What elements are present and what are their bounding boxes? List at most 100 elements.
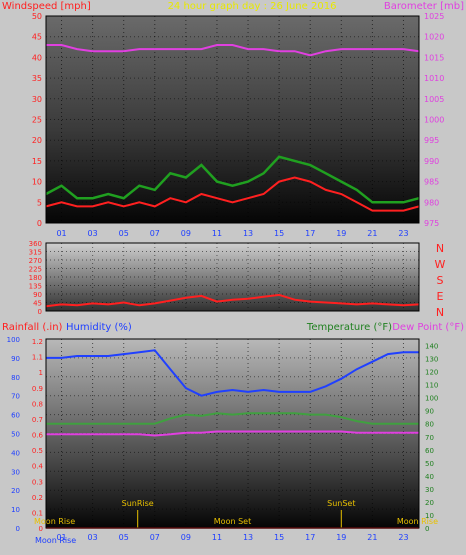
y-tick-label-temperature: 100 — [425, 395, 438, 403]
plot-area-direction — [46, 243, 419, 311]
y-tick-label-windspeed: 50 — [32, 12, 42, 21]
x-tick-label: 03 — [88, 229, 98, 238]
y-tick-label-barometer: 975 — [424, 219, 439, 228]
x-tick-label: 21 — [367, 229, 377, 238]
annotation-label: Moon Rise — [397, 517, 438, 526]
y-tick-label-temperature: 80 — [425, 421, 434, 429]
x-tick-label: 15 — [274, 229, 284, 238]
series-humidity-line — [46, 349, 419, 397]
x-tick-label: 01 — [56, 533, 66, 542]
y-tick-label-windspeed: 15 — [32, 157, 42, 166]
compass-letter: E — [437, 290, 444, 303]
y-tick-label-rainfall: 0.9 — [32, 385, 43, 393]
ylabel-temperature: Temperature (°F) — [306, 322, 392, 333]
x-tick-label: 13 — [243, 229, 253, 238]
y-tick-label-rainfall: 1.1 — [32, 354, 43, 362]
y-tick-label-temperature: 20 — [425, 499, 434, 507]
y-tick-label-rainfall: 0.6 — [32, 432, 44, 440]
y-tick-label-temperature: 40 — [425, 473, 434, 481]
y-tick-label-humidity: 40 — [11, 449, 20, 457]
annotation-label: Moon Set — [214, 517, 251, 526]
bottom-moon-rise-label: Moon Rise — [35, 536, 76, 545]
y-tick-label-rainfall: 1 — [39, 369, 43, 377]
series-gust-line — [45, 155, 420, 204]
series-wind-direction-line — [45, 293, 420, 308]
y-tick-label-humidity: 50 — [11, 431, 20, 439]
y-tick-label-direction: 135 — [29, 283, 42, 291]
y-tick-label-temperature: 70 — [425, 434, 434, 442]
compass-letter: N — [436, 242, 444, 255]
series-barometer-line — [46, 44, 420, 57]
y-tick-label-windspeed: 5 — [37, 198, 42, 207]
x-tick-label: 07 — [150, 229, 160, 238]
y-tick-label-barometer: 1010 — [424, 74, 444, 83]
y-tick-label-windspeed: 35 — [32, 74, 42, 83]
y-tick-label-temperature: 110 — [425, 382, 438, 390]
y-tick-label-humidity: 80 — [11, 374, 20, 382]
y-tick-label-barometer: 1025 — [424, 12, 444, 21]
series-temperature-line — [46, 412, 419, 425]
x-tick-label: 17 — [305, 229, 315, 238]
y-tick-label-humidity: 30 — [11, 468, 20, 476]
ylabel-windspeed: Windspeed [mph] — [2, 1, 91, 12]
annotation-label: Moon Rise — [34, 517, 75, 526]
y-tick-label-direction: 315 — [29, 249, 42, 257]
y-tick-label-barometer: 980 — [424, 198, 439, 207]
compass-letter: S — [437, 274, 444, 287]
x-tick-label: 07 — [150, 533, 160, 542]
compass-letter: N — [436, 306, 444, 319]
y-tick-label-rainfall: 0.7 — [32, 416, 43, 424]
y-tick-label-direction: 225 — [29, 266, 42, 274]
y-tick-label-humidity: 20 — [11, 487, 20, 495]
x-tick-label: 19 — [336, 229, 346, 238]
y-tick-label-barometer: 995 — [424, 136, 439, 145]
y-tick-label-windspeed: 25 — [32, 116, 42, 125]
y-tick-label-temperature: 130 — [425, 356, 438, 364]
y-tick-label-direction: 0 — [38, 308, 42, 316]
y-tick-label-temperature: 60 — [425, 447, 434, 455]
y-tick-label-temperature: 0 — [425, 525, 429, 533]
annotation-label: SunSet — [327, 499, 355, 508]
y-tick-label-direction: 270 — [29, 257, 42, 265]
y-tick-label-humidity: 90 — [11, 355, 20, 363]
y-tick-label-direction: 90 — [33, 291, 42, 299]
ylabel-rainfall: Rainfall (.in) — [2, 322, 63, 333]
frame-temp-humidity — [45, 338, 420, 529]
x-tick-label: 13 — [243, 533, 253, 542]
y-tick-label-windspeed: 30 — [32, 95, 42, 104]
y-tick-label-temperature: 90 — [425, 408, 434, 416]
y-tick-label-rainfall: 0.5 — [32, 447, 43, 455]
y-tick-label-rainfall: 0.2 — [32, 494, 43, 502]
y-tick-label-barometer: 1020 — [424, 33, 444, 42]
y-tick-label-temperature: 50 — [425, 460, 434, 468]
x-tick-label: 03 — [88, 533, 98, 542]
x-tick-label: 15 — [274, 533, 284, 542]
x-tick-label: 01 — [56, 229, 66, 238]
y-tick-label-rainfall: 0.8 — [32, 400, 43, 408]
y-tick-label-rainfall: 0.3 — [32, 478, 43, 486]
y-tick-label-temperature: 10 — [425, 512, 434, 520]
y-tick-label-temperature: 30 — [425, 486, 434, 494]
x-tick-label: 05 — [119, 533, 129, 542]
x-tick-label: 23 — [398, 229, 408, 238]
y-tick-label-rainfall: 1.2 — [32, 338, 43, 346]
ylabel-barometer: Barometer [mb] — [384, 1, 464, 12]
x-tick-label: 11 — [212, 229, 222, 238]
x-tick-label: 11 — [212, 533, 222, 542]
y-tick-label-direction: 360 — [29, 240, 42, 248]
x-tick-label: 19 — [336, 533, 346, 542]
series-windspeed-line — [45, 176, 420, 212]
x-tick-label: 23 — [398, 533, 408, 542]
y-tick-label-barometer: 990 — [424, 157, 439, 166]
y-tick-label-rainfall: 0.4 — [32, 463, 44, 471]
x-tick-label: 09 — [181, 229, 191, 238]
y-tick-label-barometer: 1005 — [424, 95, 444, 104]
y-tick-label-windspeed: 45 — [32, 33, 42, 42]
y-tick-label-windspeed: 0 — [37, 219, 42, 228]
series-dewpoint-line — [46, 430, 419, 437]
x-tick-label: 21 — [367, 533, 377, 542]
annotation-label: SunRise — [122, 499, 154, 508]
y-tick-label-direction: 180 — [29, 274, 42, 282]
frame-wind-baro — [45, 15, 420, 224]
